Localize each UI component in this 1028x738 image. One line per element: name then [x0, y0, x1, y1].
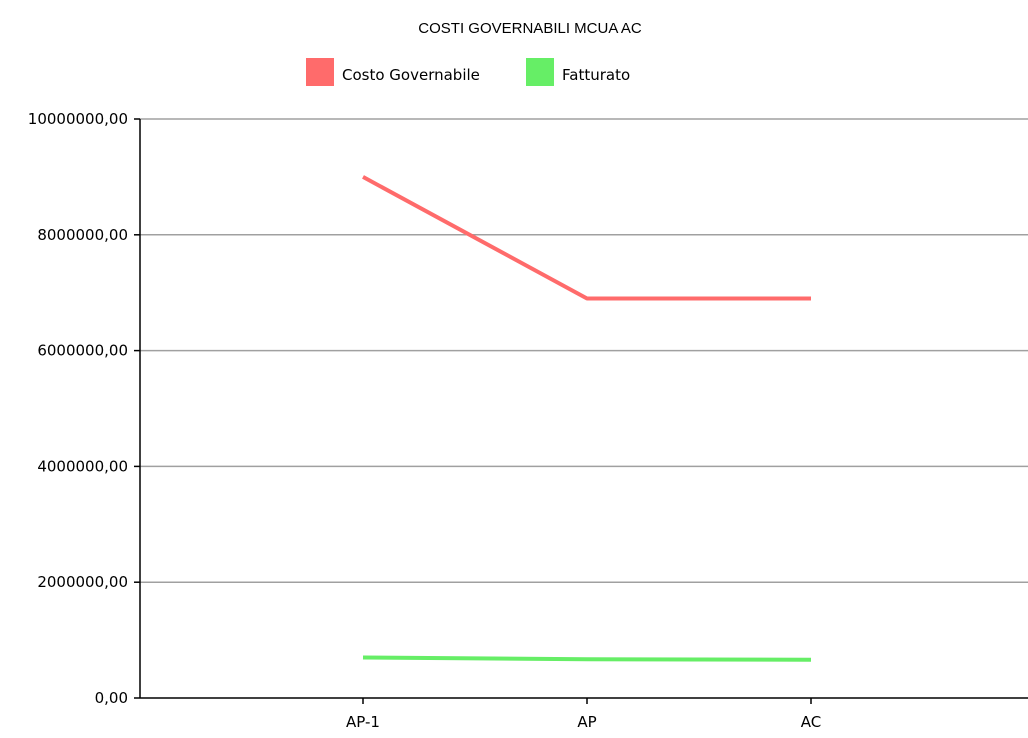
y-tick-label: 0,00 — [95, 689, 128, 707]
y-tick-label: 4000000,00 — [37, 457, 128, 475]
series-line-fatturato — [362, 655, 812, 662]
legend-label-costo-governabile: Costo Governabile — [342, 66, 480, 84]
legend-swatch-fatturato — [526, 58, 554, 86]
series-line-costo-governabile — [362, 175, 811, 301]
y-axis-ticks: 0,00 2000000,00 4000000,00 6000000,00 800000… — [28, 110, 140, 707]
y-tick-label: 2000000,00 — [37, 573, 128, 591]
legend-label-fatturato: Fatturato — [562, 66, 630, 84]
legend: Costo Governabile Fatturato — [306, 58, 630, 86]
axes — [139, 119, 1028, 699]
legend-swatch-costo-governabile — [306, 58, 334, 86]
y-tick-label: 10000000,00 — [28, 110, 128, 128]
x-tick-label: AP — [577, 713, 596, 731]
x-tick-label: AC — [801, 713, 821, 731]
series-lines — [362, 175, 812, 662]
y-tick-label: 6000000,00 — [37, 342, 128, 360]
x-axis-ticks: AP-1 AP AC — [346, 698, 821, 731]
gridlines — [140, 118, 1028, 583]
y-tick-label: 8000000,00 — [37, 226, 128, 244]
x-tick-label: AP-1 — [346, 713, 380, 731]
chart-title: COSTI GOVERNABILI MCUA AC — [418, 20, 642, 37]
